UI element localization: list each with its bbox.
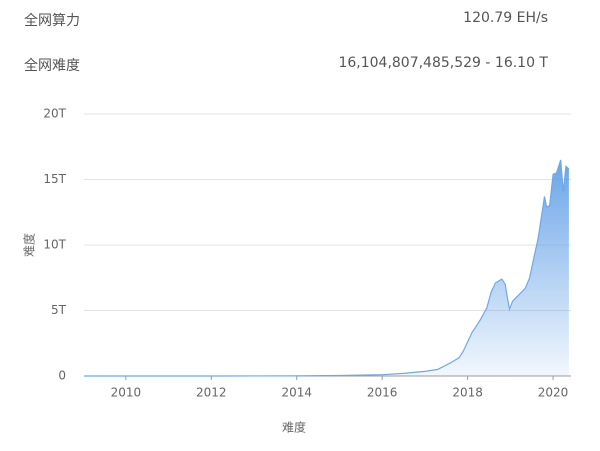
hashrate-value: 120.79 EH/s — [463, 10, 548, 26]
x-tick-label: 2016 — [367, 386, 398, 400]
x-tick-label: 2014 — [281, 386, 312, 400]
y-tick-label: 5T — [51, 303, 67, 317]
hashrate-label: 全网算力 — [24, 13, 80, 29]
y-tick-label: 0 — [58, 369, 66, 383]
x-tick-label: 2020 — [538, 386, 569, 400]
y-tick-label: 10T — [43, 238, 66, 252]
difficulty-label: 全网难度 — [24, 58, 80, 74]
x-axis-label: 难度 — [282, 420, 306, 435]
x-tick-label: 2018 — [452, 386, 483, 400]
y-tick-label: 20T — [43, 107, 66, 121]
difficulty-value: 16,104,807,485,529 - 16.10 T — [338, 55, 548, 71]
x-tick-label: 2012 — [196, 386, 227, 400]
line — [84, 159, 570, 377]
y-tick-label: 15T — [43, 172, 66, 186]
y-axis-label: 难度 — [22, 233, 37, 257]
x-tick-label: 2010 — [111, 386, 142, 400]
area — [84, 159, 569, 376]
